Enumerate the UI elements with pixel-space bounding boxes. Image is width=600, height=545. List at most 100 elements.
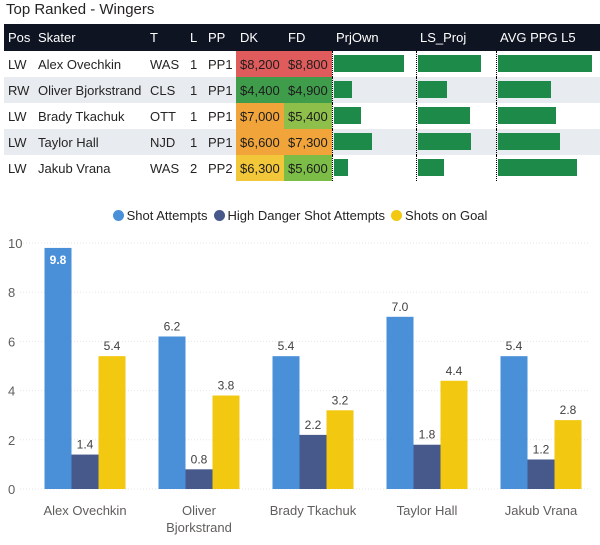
column-separator xyxy=(416,129,417,155)
legend-label: Shot Attempts xyxy=(126,208,208,223)
col-header-pos[interactable]: Pos xyxy=(4,24,34,51)
column-separator xyxy=(496,155,497,181)
legend-item[interactable]: Shot Attempts xyxy=(112,208,208,223)
x-tick-label: Jakub Vrana xyxy=(505,503,578,518)
cell-avg-ppg-l5-bar xyxy=(496,155,600,181)
data-bar xyxy=(334,107,361,124)
column-separator xyxy=(416,155,417,181)
cell-skater: Brady Tkachuk xyxy=(38,108,125,124)
col-header-fd[interactable]: FD xyxy=(284,24,332,51)
page-title: Top Ranked - Wingers xyxy=(6,1,155,18)
data-bar xyxy=(418,107,470,124)
data-bar xyxy=(498,133,560,150)
bar-shots-on-goal xyxy=(440,380,468,489)
column-separator xyxy=(416,103,417,129)
y-tick-label: 8 xyxy=(8,285,15,300)
cell-pp: PP2 xyxy=(208,160,233,176)
data-bar xyxy=(498,55,592,72)
table-row[interactable]: LW Alex Ovechkin WAS 1 PP1 $8,200 $8,800 xyxy=(4,51,600,77)
cell-prjown-bar xyxy=(332,51,416,77)
col-header-ls-proj[interactable]: LS_Proj xyxy=(416,24,496,51)
cell-avg-ppg-l5-bar xyxy=(496,77,600,103)
col-header-prjown[interactable]: PrjOwn xyxy=(332,24,416,51)
cell-pp: PP1 xyxy=(208,108,233,124)
y-tick-label: 6 xyxy=(8,334,15,349)
bar-shot-attempts xyxy=(500,356,528,489)
cell-fd-salary: $5,400 xyxy=(284,103,332,129)
table-header-row: Pos Skater T L PP DK FD PrjOwn LS_Proj A… xyxy=(4,24,600,51)
data-label: 2.8 xyxy=(560,403,577,417)
cell-prjown-bar xyxy=(332,103,416,129)
data-label: 1.2 xyxy=(533,442,550,456)
legend-label: High Danger Shot Attempts xyxy=(227,208,386,223)
cell-team: OTT xyxy=(150,108,176,124)
cell-pos: LW xyxy=(8,108,27,124)
column-separator xyxy=(332,103,333,129)
data-label: 5.4 xyxy=(506,339,523,353)
legend-dot-icon xyxy=(391,210,403,221)
col-header-avg-ppg-l5[interactable]: AVG PPG L5 xyxy=(496,24,600,51)
x-tick-label: Brady Tkachuk xyxy=(270,503,357,518)
legend-label: Shots on Goal xyxy=(405,208,488,223)
bar-high-danger-shot-attempts xyxy=(527,459,555,489)
cell-prjown-bar xyxy=(332,155,416,181)
legend-dot-icon xyxy=(112,210,124,221)
x-tick-label: Alex Ovechkin xyxy=(43,503,126,518)
table-row[interactable]: LW Brady Tkachuk OTT 1 PP1 $7,000 $5,400 xyxy=(4,103,600,129)
data-bar xyxy=(418,81,447,98)
data-label: 1.4 xyxy=(77,438,94,452)
cell-team: CLS xyxy=(146,77,186,103)
data-bar xyxy=(334,159,348,176)
data-label: 2.2 xyxy=(305,418,322,432)
col-header-team[interactable]: T xyxy=(146,24,186,51)
legend-item[interactable]: High Danger Shot Attempts xyxy=(213,208,386,223)
x-tick-label: Bjorkstrand xyxy=(166,520,232,535)
bar-shots-on-goal xyxy=(554,420,582,489)
cell-line: 1 xyxy=(186,77,204,103)
col-header-line[interactable]: L xyxy=(186,24,204,51)
cell-pos: LW xyxy=(4,129,34,155)
data-label: 9.8 xyxy=(50,253,67,267)
data-bar xyxy=(418,159,444,176)
cell-ls-proj-bar xyxy=(416,155,496,181)
x-tick-label: Oliver xyxy=(182,503,217,518)
cell-fd-salary: $4,900 xyxy=(284,77,332,103)
legend-dot-icon xyxy=(213,210,225,221)
col-header-dk[interactable]: DK xyxy=(236,24,284,51)
legend-item[interactable]: Shots on Goal xyxy=(391,208,487,223)
cell-skater: Alex Ovechkin xyxy=(38,56,122,72)
data-label: 5.4 xyxy=(104,339,121,353)
cell-avg-ppg-l5-bar xyxy=(496,51,600,77)
table-row[interactable]: RW Oliver Bjorkstrand CLS 1 PP1 $4,400 $4,900 xyxy=(4,77,600,103)
data-bar xyxy=(418,55,481,72)
wingers-table: Pos Skater T L PP DK FD PrjOwn LS_Proj A… xyxy=(4,24,600,181)
cell-pos: LW xyxy=(8,56,27,72)
cell-prjown-bar xyxy=(332,77,416,103)
data-bar xyxy=(334,81,352,98)
data-label: 3.8 xyxy=(218,379,235,393)
cell-avg-ppg-l5-bar xyxy=(496,129,600,155)
data-bar xyxy=(498,107,556,124)
col-header-pp[interactable]: PP xyxy=(204,24,236,51)
cell-dk-salary: $8,200 xyxy=(236,51,284,77)
column-separator xyxy=(332,155,333,181)
table-row[interactable]: LW Jakub Vrana WAS 2 PP2 $6,300 $5,600 xyxy=(4,155,600,181)
cell-line: 2 xyxy=(190,160,198,176)
column-separator xyxy=(496,129,497,155)
cell-pp: PP1 xyxy=(208,56,233,72)
bar-high-danger-shot-attempts xyxy=(413,444,441,489)
cell-skater: Jakub Vrana xyxy=(38,160,111,176)
cell-pos: LW xyxy=(8,160,27,176)
col-header-skater[interactable]: Skater xyxy=(34,24,146,51)
cell-dk-salary: $6,300 xyxy=(236,155,284,181)
table-row[interactable]: LW Taylor Hall NJD 1 PP1 $6,600 $7,300 xyxy=(4,129,600,155)
data-label: 4.4 xyxy=(446,364,463,378)
data-bar xyxy=(498,159,577,176)
cell-ls-proj-bar xyxy=(416,103,496,129)
data-bar xyxy=(334,55,404,72)
cell-team: NJD xyxy=(146,129,186,155)
cell-skater: Taylor Hall xyxy=(34,129,146,155)
data-bar xyxy=(498,81,551,98)
x-tick-label: Taylor Hall xyxy=(397,503,458,518)
bar-high-danger-shot-attempts xyxy=(299,434,327,489)
